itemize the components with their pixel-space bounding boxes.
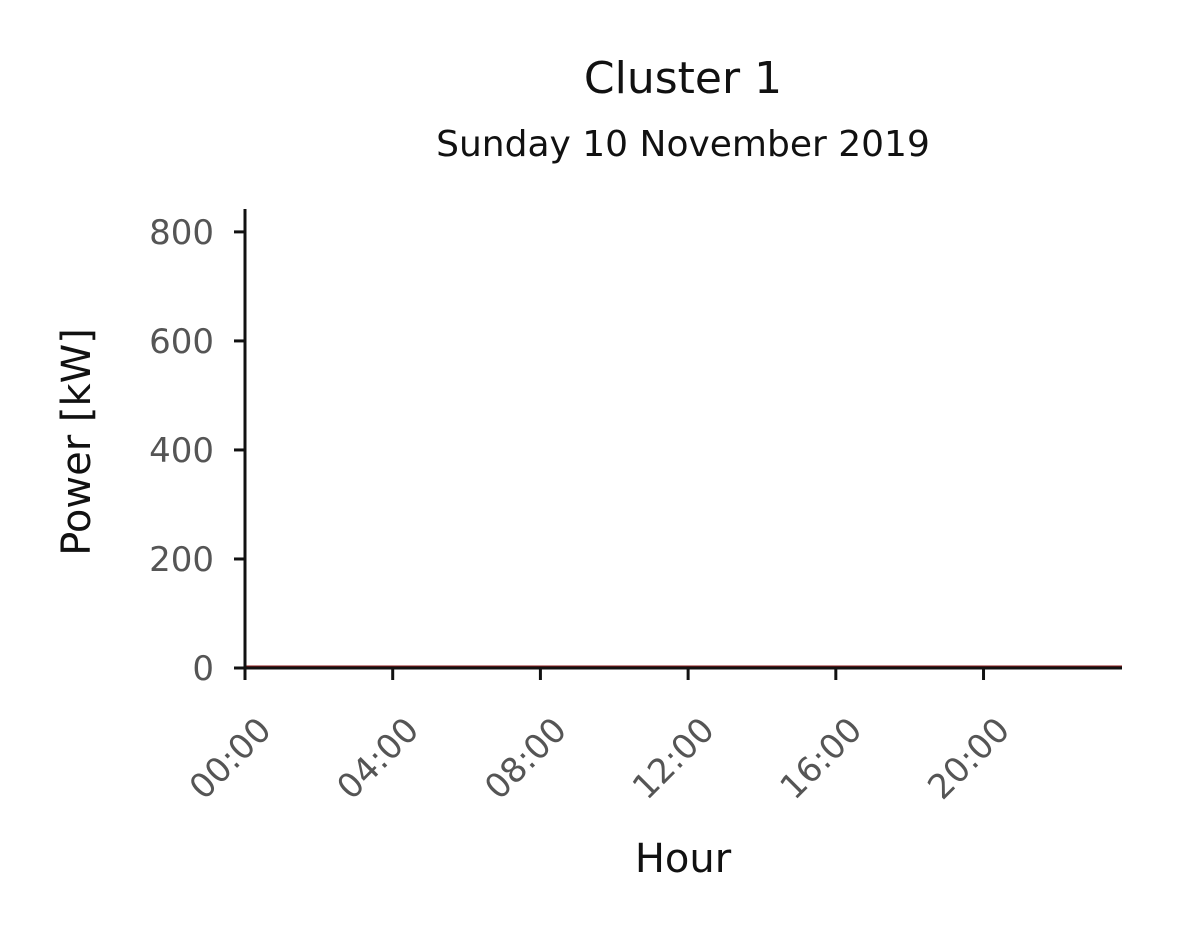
x-tick-label: 08:00 xyxy=(477,710,575,808)
x-tick-label: 12:00 xyxy=(625,710,723,808)
y-axis-label: Power [kW] xyxy=(54,328,100,556)
y-axis-ticks: 0 200 400 600 800 xyxy=(149,213,245,689)
x-tick-label: 16:00 xyxy=(773,710,871,808)
chart-title: Cluster 1 xyxy=(584,53,782,104)
x-tick-label: 04:00 xyxy=(329,710,427,808)
y-tick-label: 0 xyxy=(192,649,214,689)
x-tick-label: 00:00 xyxy=(182,710,280,808)
y-tick-label: 800 xyxy=(149,213,214,253)
chart-subtitle: Sunday 10 November 2019 xyxy=(436,124,930,165)
x-axis-label: Hour xyxy=(635,836,732,882)
x-tick-label: 20:00 xyxy=(920,710,1018,808)
y-tick-label: 600 xyxy=(149,322,214,362)
y-tick-label: 200 xyxy=(149,540,214,580)
x-axis-ticks: 00:00 04:00 08:00 12:00 16:00 20:00 xyxy=(182,668,1018,808)
y-tick-label: 400 xyxy=(149,431,214,471)
